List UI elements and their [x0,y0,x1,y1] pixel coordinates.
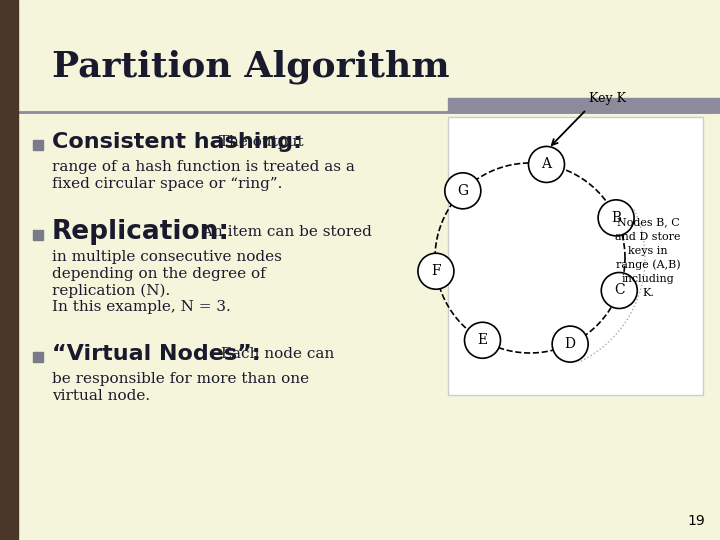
Circle shape [598,200,634,236]
Text: Consistent hashing:: Consistent hashing: [52,132,302,152]
Bar [33,140,43,150]
Text: B: B [611,211,621,225]
Bar [33,230,43,240]
Text: E: E [477,333,487,347]
Text: Key K: Key K [590,92,626,105]
Circle shape [445,173,481,209]
Circle shape [552,326,588,362]
Text: In this example, N = 3.: In this example, N = 3. [52,300,230,314]
Text: The output: The output [214,135,304,149]
Text: Each node can: Each node can [216,347,334,361]
Circle shape [418,253,454,289]
Text: virtual node.: virtual node. [52,389,150,403]
Bar [448,117,703,395]
Text: replication (N).: replication (N). [52,284,170,299]
Text: C: C [614,284,624,298]
Text: G: G [457,184,469,198]
Text: fixed circular space or “ring”.: fixed circular space or “ring”. [52,177,282,191]
Circle shape [601,273,637,308]
Text: Replication:: Replication: [52,219,230,245]
Text: D: D [564,337,576,351]
Bar [0,0,18,540]
Text: depending on the degree of: depending on the degree of [52,267,266,281]
Text: F: F [431,264,441,278]
Text: in multiple consecutive nodes: in multiple consecutive nodes [52,250,282,264]
Text: Nodes B, C
and D store
keys in
range (A,B)
including
K.: Nodes B, C and D store keys in range (A,… [616,218,680,299]
Text: An item can be stored: An item can be stored [197,225,372,239]
Circle shape [528,146,564,183]
Text: be responsible for more than one: be responsible for more than one [52,372,309,386]
Bar [33,352,43,362]
Text: A: A [541,158,552,171]
Circle shape [464,322,500,358]
Bar [448,98,720,112]
Text: “Virtual Nodes”:: “Virtual Nodes”: [52,344,261,364]
Text: Partition Algorithm: Partition Algorithm [52,50,449,84]
Text: range of a hash function is treated as a: range of a hash function is treated as a [52,160,355,174]
Text: 19: 19 [688,514,705,528]
